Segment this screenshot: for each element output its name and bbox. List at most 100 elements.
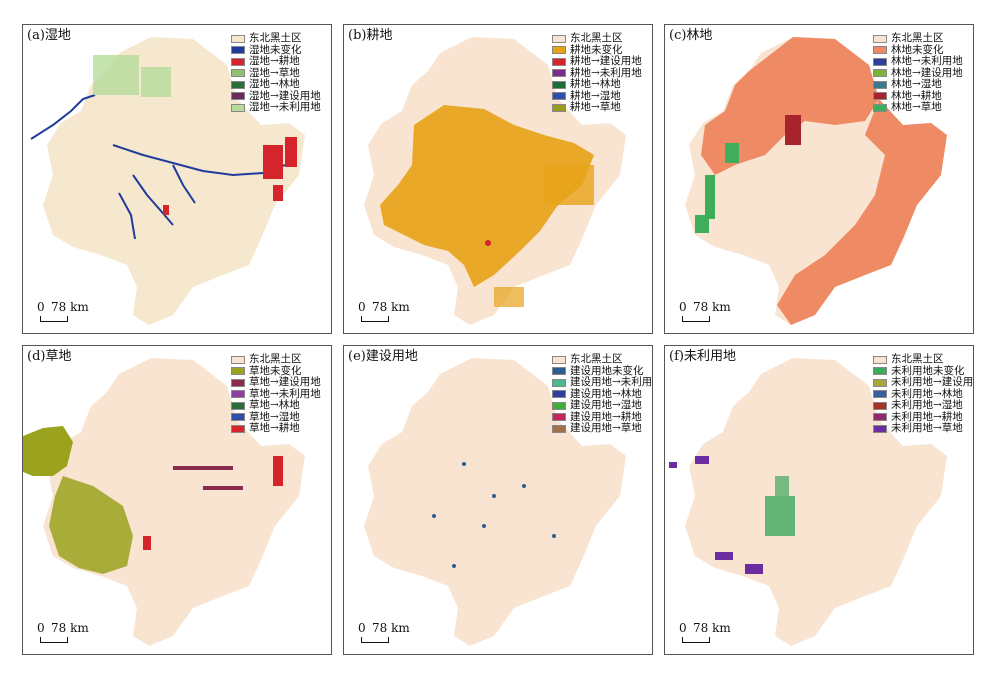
wetland-to-cropland-layer [163,137,297,215]
legend-swatch [231,367,245,376]
forest-to-cropland-layer [785,115,801,145]
legend-item: 草地→耕地 [231,422,321,435]
scale-bar-line [682,637,710,643]
legend-item: 湿地→建设用地 [231,90,321,103]
panel-title: (b)耕地 [348,28,393,43]
panel-title: (f)未利用地 [669,349,736,364]
legend-swatch [231,378,245,387]
scale-distance: 78 km [51,621,89,635]
legend-item: 耕地→建设用地 [552,55,642,68]
panel-title: (c)林地 [669,28,713,43]
legend-item: 东北黑土区 [231,353,321,366]
legend-swatch [231,413,245,422]
legend-swatch [873,355,887,364]
scale-distance: 78 km [372,300,410,314]
legend: 东北黑土区 草地未变化 草地→建设用地 草地→未利用地 草地→林地 草地→湿地 … [231,353,321,435]
panel-title: (e)建设用地 [348,349,418,364]
legend-item: 建设用地→湿地 [552,399,652,412]
panel-title: (d)草地 [27,349,72,364]
legend-item: 草地→湿地 [231,411,321,424]
legend-item: 建设用地→耕地 [552,411,652,424]
map-panel-forest: (c)林地 东北黑土区 林地未变化 林地→未利用地 林地→建设用地 林地→湿地 … [664,24,974,334]
legend-swatch [552,413,566,422]
legend-swatch [231,103,245,112]
legend-item: 湿地→草地 [231,67,321,80]
legend-swatch [873,390,887,399]
legend-item: 建设用地→林地 [552,388,652,401]
legend-swatch [552,367,566,376]
legend-swatch [873,378,887,387]
legend-swatch [552,401,566,410]
legend: 东北黑土区 耕地未变化 耕地→建设用地 耕地→未利用地 耕地→林地 耕地→湿地 … [552,32,642,114]
legend: 东北黑土区 未利用地未变化 未利用地→建设用地 未利用地→林地 未利用地→湿地 … [873,353,973,435]
cropland-unchanged-layer [380,105,594,307]
map-panel-wetland: (a)湿地 东北黑土区 湿地未变化 湿地→耕地 湿地→草地 湿地→林地 湿地→建… [22,24,332,334]
legend-item: 东北黑土区 [552,32,642,45]
legend-item: 耕地→林地 [552,78,642,91]
legend-item: 未利用地→湿地 [873,399,973,412]
legend-swatch [873,34,887,43]
legend-swatch [873,103,887,112]
legend-swatch [552,34,566,43]
legend-item: 湿地→林地 [231,78,321,91]
scale-bar-line [40,637,68,643]
legend-item: 建设用地未变化 [552,365,652,378]
scale-zero: 0 [358,621,366,635]
legend-swatch [873,413,887,422]
legend-swatch [231,34,245,43]
scale-bar-line [40,316,68,322]
scale-zero: 0 [37,621,45,635]
legend-item: 未利用地未变化 [873,365,973,378]
legend-item: 草地→林地 [231,399,321,412]
scale-zero: 0 [37,300,45,314]
legend-swatch [552,92,566,101]
legend-item: 湿地→未利用地 [231,101,321,114]
legend-swatch [231,46,245,55]
scale-zero: 0 [679,300,687,314]
legend-item: 建设用地→未利用地 [552,376,652,389]
legend-swatch [231,355,245,364]
legend: 东北黑土区 湿地未变化 湿地→耕地 湿地→草地 湿地→林地 湿地→建设用地 湿地… [231,32,321,114]
wetland-to-grassland-layer [93,55,171,97]
legend-item: 草地未变化 [231,365,321,378]
grassland-to-cropland-layer [143,456,283,550]
legend-swatch [873,69,887,78]
legend-swatch [552,80,566,89]
map-panel-construction: (e)建设用地 东北黑土区 建设用地未变化 建设用地→未利用地 建设用地→林地 … [343,345,653,655]
scale-zero: 0 [358,300,366,314]
grassland-to-construction-layer [173,466,243,490]
legend-item: 林地未变化 [873,44,963,57]
legend-swatch [873,80,887,89]
legend-item: 湿地→耕地 [231,55,321,68]
legend-item: 东北黑土区 [231,32,321,45]
legend: 东北黑土区 建设用地未变化 建设用地→未利用地 建设用地→林地 建设用地→湿地 … [552,353,652,435]
legend-swatch [552,355,566,364]
legend-item: 东北黑土区 [552,353,652,366]
legend-item: 未利用地→耕地 [873,411,973,424]
legend-item: 东北黑土区 [873,32,963,45]
legend-item: 东北黑土区 [873,353,973,366]
legend-swatch [231,80,245,89]
construction-unchanged-layer [432,462,556,568]
legend-swatch [873,92,887,101]
scale-bar-line [361,316,389,322]
forest-unchanged-layer [701,37,947,325]
legend-swatch [873,57,887,66]
panel-title: (a)湿地 [27,28,71,43]
legend: 东北黑土区 林地未变化 林地→未利用地 林地→建设用地 林地→湿地 林地→耕地 … [873,32,963,114]
legend-item: 草地→建设用地 [231,376,321,389]
legend-swatch [231,390,245,399]
legend-swatch [552,378,566,387]
scale-bar-line [361,637,389,643]
legend-item: 耕地→未利用地 [552,67,642,80]
legend-item: 耕地→草地 [552,101,642,114]
legend-swatch [231,57,245,66]
legend-swatch [873,424,887,433]
cropland-to-construction-mark [485,240,491,246]
legend-item: 林地→耕地 [873,90,963,103]
unused-to-grassland-layer [669,456,763,574]
map-panel-cropland: (b)耕地 东北黑土区 耕地未变化 耕地→建设用地 耕地→未利用地 耕地→林地 … [343,24,653,334]
legend-item: 未利用地→林地 [873,388,973,401]
scale-distance: 78 km [693,621,731,635]
legend-item: 林地→湿地 [873,78,963,91]
